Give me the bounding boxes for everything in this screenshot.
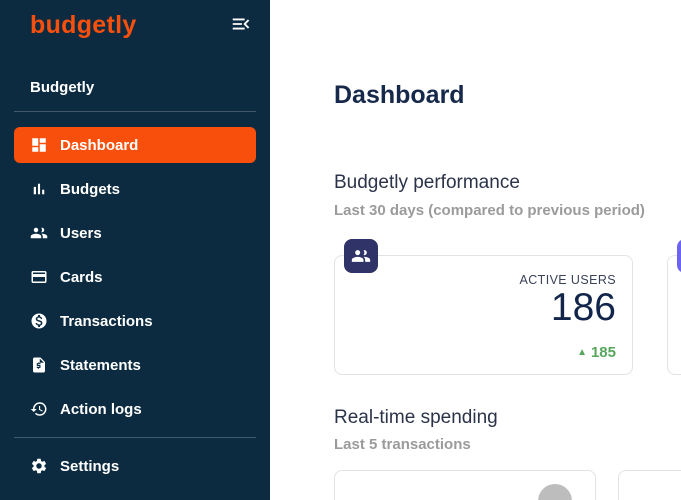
sidebar-item-action-logs[interactable]: Action logs (14, 391, 256, 427)
sidebar-item-dashboard[interactable]: Dashboard (14, 127, 256, 163)
sidebar-item-settings[interactable]: Settings (14, 448, 256, 484)
up-triangle-icon: ▲ (577, 347, 587, 358)
sidebar: budgetly Budgetly Dashboard Budgets (0, 0, 270, 500)
sidebar-item-label: Transactions (60, 312, 153, 330)
dashboard-icon (30, 136, 48, 154)
dollar-circle-icon (30, 312, 48, 330)
spending-subheading: Last 5 transactions (334, 436, 471, 453)
users-badge (344, 239, 378, 273)
sidebar-item-cards[interactable]: Cards (14, 259, 256, 295)
credit-card-icon (30, 268, 48, 286)
transaction-card (618, 470, 681, 500)
avatar (538, 484, 572, 500)
sidebar-item-transactions[interactable]: Transactions (14, 303, 256, 339)
page-title: Dashboard (334, 81, 465, 109)
users-icon (30, 224, 48, 242)
stat-label: ACTIVE USERS (519, 273, 616, 287)
sidebar-item-label: Users (60, 224, 102, 242)
sidebar-item-label: Cards (60, 268, 103, 286)
partial-stat-card (667, 239, 681, 375)
sidebar-item-label: Budgets (60, 180, 120, 198)
stat-delta-value: 185 (590, 344, 616, 361)
stat-value: 186 (550, 286, 616, 329)
gear-icon (30, 457, 48, 475)
users-icon (351, 250, 371, 262)
main-content: Dashboard Budgetly performance Last 30 d… (270, 0, 681, 500)
app-logo: budgetly (30, 11, 137, 39)
performance-subheading: Last 30 days (compared to previous perio… (334, 202, 645, 219)
sidebar-item-label: Statements (60, 356, 141, 374)
statement-icon (30, 356, 48, 374)
sidebar-item-label: Dashboard (60, 136, 139, 154)
sidebar-nav: Dashboard Budgets Users Cards (14, 127, 256, 435)
bar-chart-icon (30, 180, 48, 198)
menu-open-icon[interactable] (230, 13, 252, 35)
partial-card-badge (677, 239, 681, 273)
history-icon (30, 400, 48, 418)
sidebar-item-statements[interactable]: Statements (14, 347, 256, 383)
sidebar-divider (14, 111, 256, 112)
sidebar-item-users[interactable]: Users (14, 215, 256, 251)
performance-heading: Budgetly performance (334, 172, 520, 193)
sidebar-item-label: Action logs (60, 400, 142, 418)
sidebar-item-budgets[interactable]: Budgets (14, 171, 256, 207)
spending-heading: Real-time spending (334, 407, 498, 428)
sidebar-section-label: Budgetly (30, 79, 95, 96)
sidebar-divider (14, 437, 256, 438)
transaction-card (334, 470, 596, 500)
stat-delta: ▲ 185 (577, 344, 616, 361)
active-users-card: ACTIVE USERS 186 ▲ 185 (334, 239, 633, 375)
sidebar-item-label: Settings (60, 457, 120, 475)
